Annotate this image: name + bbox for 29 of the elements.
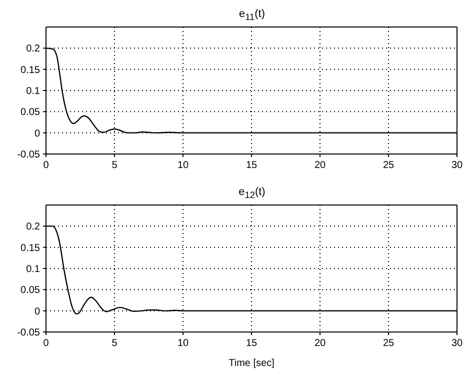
- y-tick-label: 0.05: [20, 285, 40, 296]
- y-tick-label: 0.15: [20, 64, 40, 76]
- x-tick-label: 0: [43, 338, 50, 350]
- y-tick-label: 0.15: [20, 242, 40, 254]
- x-tick-label: 25: [382, 160, 394, 172]
- x-tick-label: 15: [246, 338, 258, 350]
- y-tick-label: 0.1: [26, 264, 40, 276]
- x-tick-label: 10: [177, 160, 189, 172]
- y-tick-label: -0.05: [17, 328, 40, 339]
- y-tick-label: 0.2: [26, 222, 40, 233]
- x-tick-label: 5: [112, 160, 118, 172]
- y-tick-label: 0.05: [20, 107, 40, 118]
- x-tick-label: 30: [451, 338, 463, 350]
- y-tick-label: 0.2: [26, 44, 40, 55]
- chart-title: e$_{12}$(t): [238, 186, 266, 200]
- chart-title: e$_{11}$(t): [238, 8, 266, 22]
- x-tick-label: 0: [43, 160, 50, 172]
- x-tick-label: 25: [382, 338, 394, 350]
- x-axis-title: Time [sec]: [228, 358, 275, 369]
- x-tick-label: 20: [314, 338, 326, 350]
- y-tick-label: 0: [34, 128, 40, 140]
- x-tick-label: 20: [314, 160, 326, 172]
- y-tick-label: -0.05: [17, 150, 40, 161]
- x-tick-label: 15: [246, 160, 258, 172]
- x-tick-label: 10: [177, 338, 189, 350]
- x-tick-label: 30: [451, 160, 463, 172]
- y-tick-label: 0: [34, 306, 40, 318]
- y-tick-label: 0.1: [26, 86, 40, 98]
- x-tick-label: 5: [112, 338, 118, 350]
